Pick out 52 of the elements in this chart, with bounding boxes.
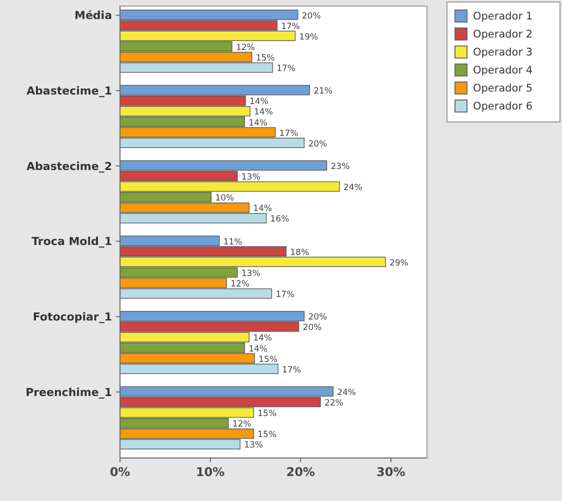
data-label: 14% <box>250 97 268 108</box>
data-label: 29% <box>389 258 408 268</box>
y-tick-label: Média <box>74 9 112 22</box>
data-label: 13% <box>244 440 263 451</box>
data-label: 23% <box>330 162 350 172</box>
data-label: 14% <box>253 204 272 214</box>
data-label: 15% <box>256 53 275 64</box>
data-label: 17% <box>276 64 296 74</box>
data-label: 10% <box>215 194 234 204</box>
data-label: 16% <box>270 214 290 225</box>
legend-label: Operador 5 <box>473 82 533 95</box>
y-tick-label: Abastecime_1 <box>26 84 112 98</box>
data-label: 17% <box>281 22 300 32</box>
data-label: 13% <box>241 268 260 279</box>
data-label: 12% <box>236 42 255 53</box>
data-label: 13% <box>241 172 260 182</box>
data-label: 12% <box>232 420 252 430</box>
data-label: 14% <box>248 118 268 128</box>
data-label: 14% <box>254 108 273 118</box>
data-label: 12% <box>230 279 250 290</box>
x-tick-label: 20% <box>286 465 315 479</box>
y-tick-label: Preenchime_1 <box>26 386 112 399</box>
data-label: 15% <box>258 354 278 365</box>
x-tick-label: 10% <box>196 465 225 479</box>
data-label: 24% <box>343 183 362 194</box>
legend-label: Operador 4 <box>473 64 533 77</box>
legend-label: Operador 2 <box>473 28 533 41</box>
y-tick-label: Troca Mold_1 <box>32 235 112 248</box>
data-label: 19% <box>299 32 318 42</box>
data-label: 17% <box>279 128 298 139</box>
data-label: 15% <box>258 409 277 420</box>
x-tick-label: 0% <box>110 465 130 479</box>
data-label: 17% <box>282 365 301 376</box>
data-label: 14% <box>248 344 268 354</box>
data-label: 15% <box>258 430 277 440</box>
data-label: 21% <box>314 86 333 97</box>
data-label: 22% <box>324 398 344 408</box>
data-label: 20% <box>308 139 328 150</box>
data-label: 24% <box>337 388 356 398</box>
x-tick-label: 30% <box>376 465 406 479</box>
legend-label: Operador 1 <box>473 10 533 23</box>
data-label: 17% <box>276 290 295 300</box>
legend-label: Operador 3 <box>473 46 533 59</box>
data-label: 18% <box>290 248 310 258</box>
legend-label: Operador 6 <box>473 100 533 113</box>
data-label: 20% <box>302 11 321 22</box>
data-label: 14% <box>253 334 272 344</box>
y-tick-label: Abastecime_2 <box>26 160 112 173</box>
data-label: 11% <box>223 237 242 248</box>
data-label: 20% <box>308 312 328 323</box>
y-tick-label: Fotocopiar_1 <box>32 310 112 324</box>
data-label: 20% <box>302 323 322 334</box>
